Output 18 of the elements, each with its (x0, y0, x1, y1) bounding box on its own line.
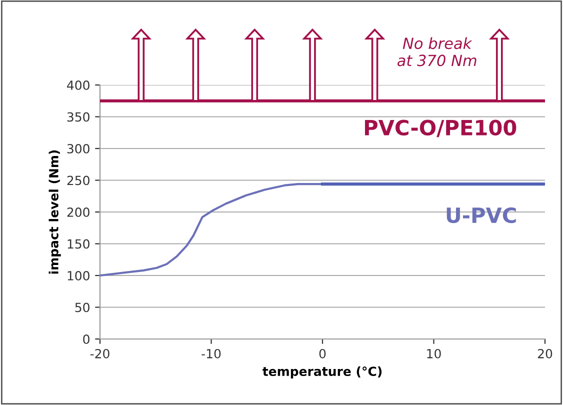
y-tick-label: 200 (67, 207, 90, 217)
y-tick-label: 250 (67, 176, 90, 186)
y-tick-label: 100 (68, 270, 90, 280)
x-tick-label: 0 (319, 348, 326, 358)
y-tick-label: 0 (83, 334, 90, 344)
y-axis-title: impact level (Nm) (48, 150, 61, 274)
y-tick-label: 400 (67, 80, 90, 90)
series-label: PVC-O/PE100 (364, 120, 516, 138)
x-tick-label: -20 (90, 348, 110, 358)
y-tick-label: 50 (75, 302, 90, 312)
y-tick-label: 150 (68, 239, 90, 249)
x-tick-label: -10 (202, 348, 221, 358)
x-tick-label: 20 (538, 348, 552, 358)
text: No break at 370 Nm (397, 37, 476, 66)
x-tick-label: 10 (427, 348, 441, 358)
x-axis-title: temperature (°C) (262, 366, 382, 378)
y-tick-label: 350 (67, 112, 90, 122)
y-tick-label: 300 (67, 144, 90, 154)
